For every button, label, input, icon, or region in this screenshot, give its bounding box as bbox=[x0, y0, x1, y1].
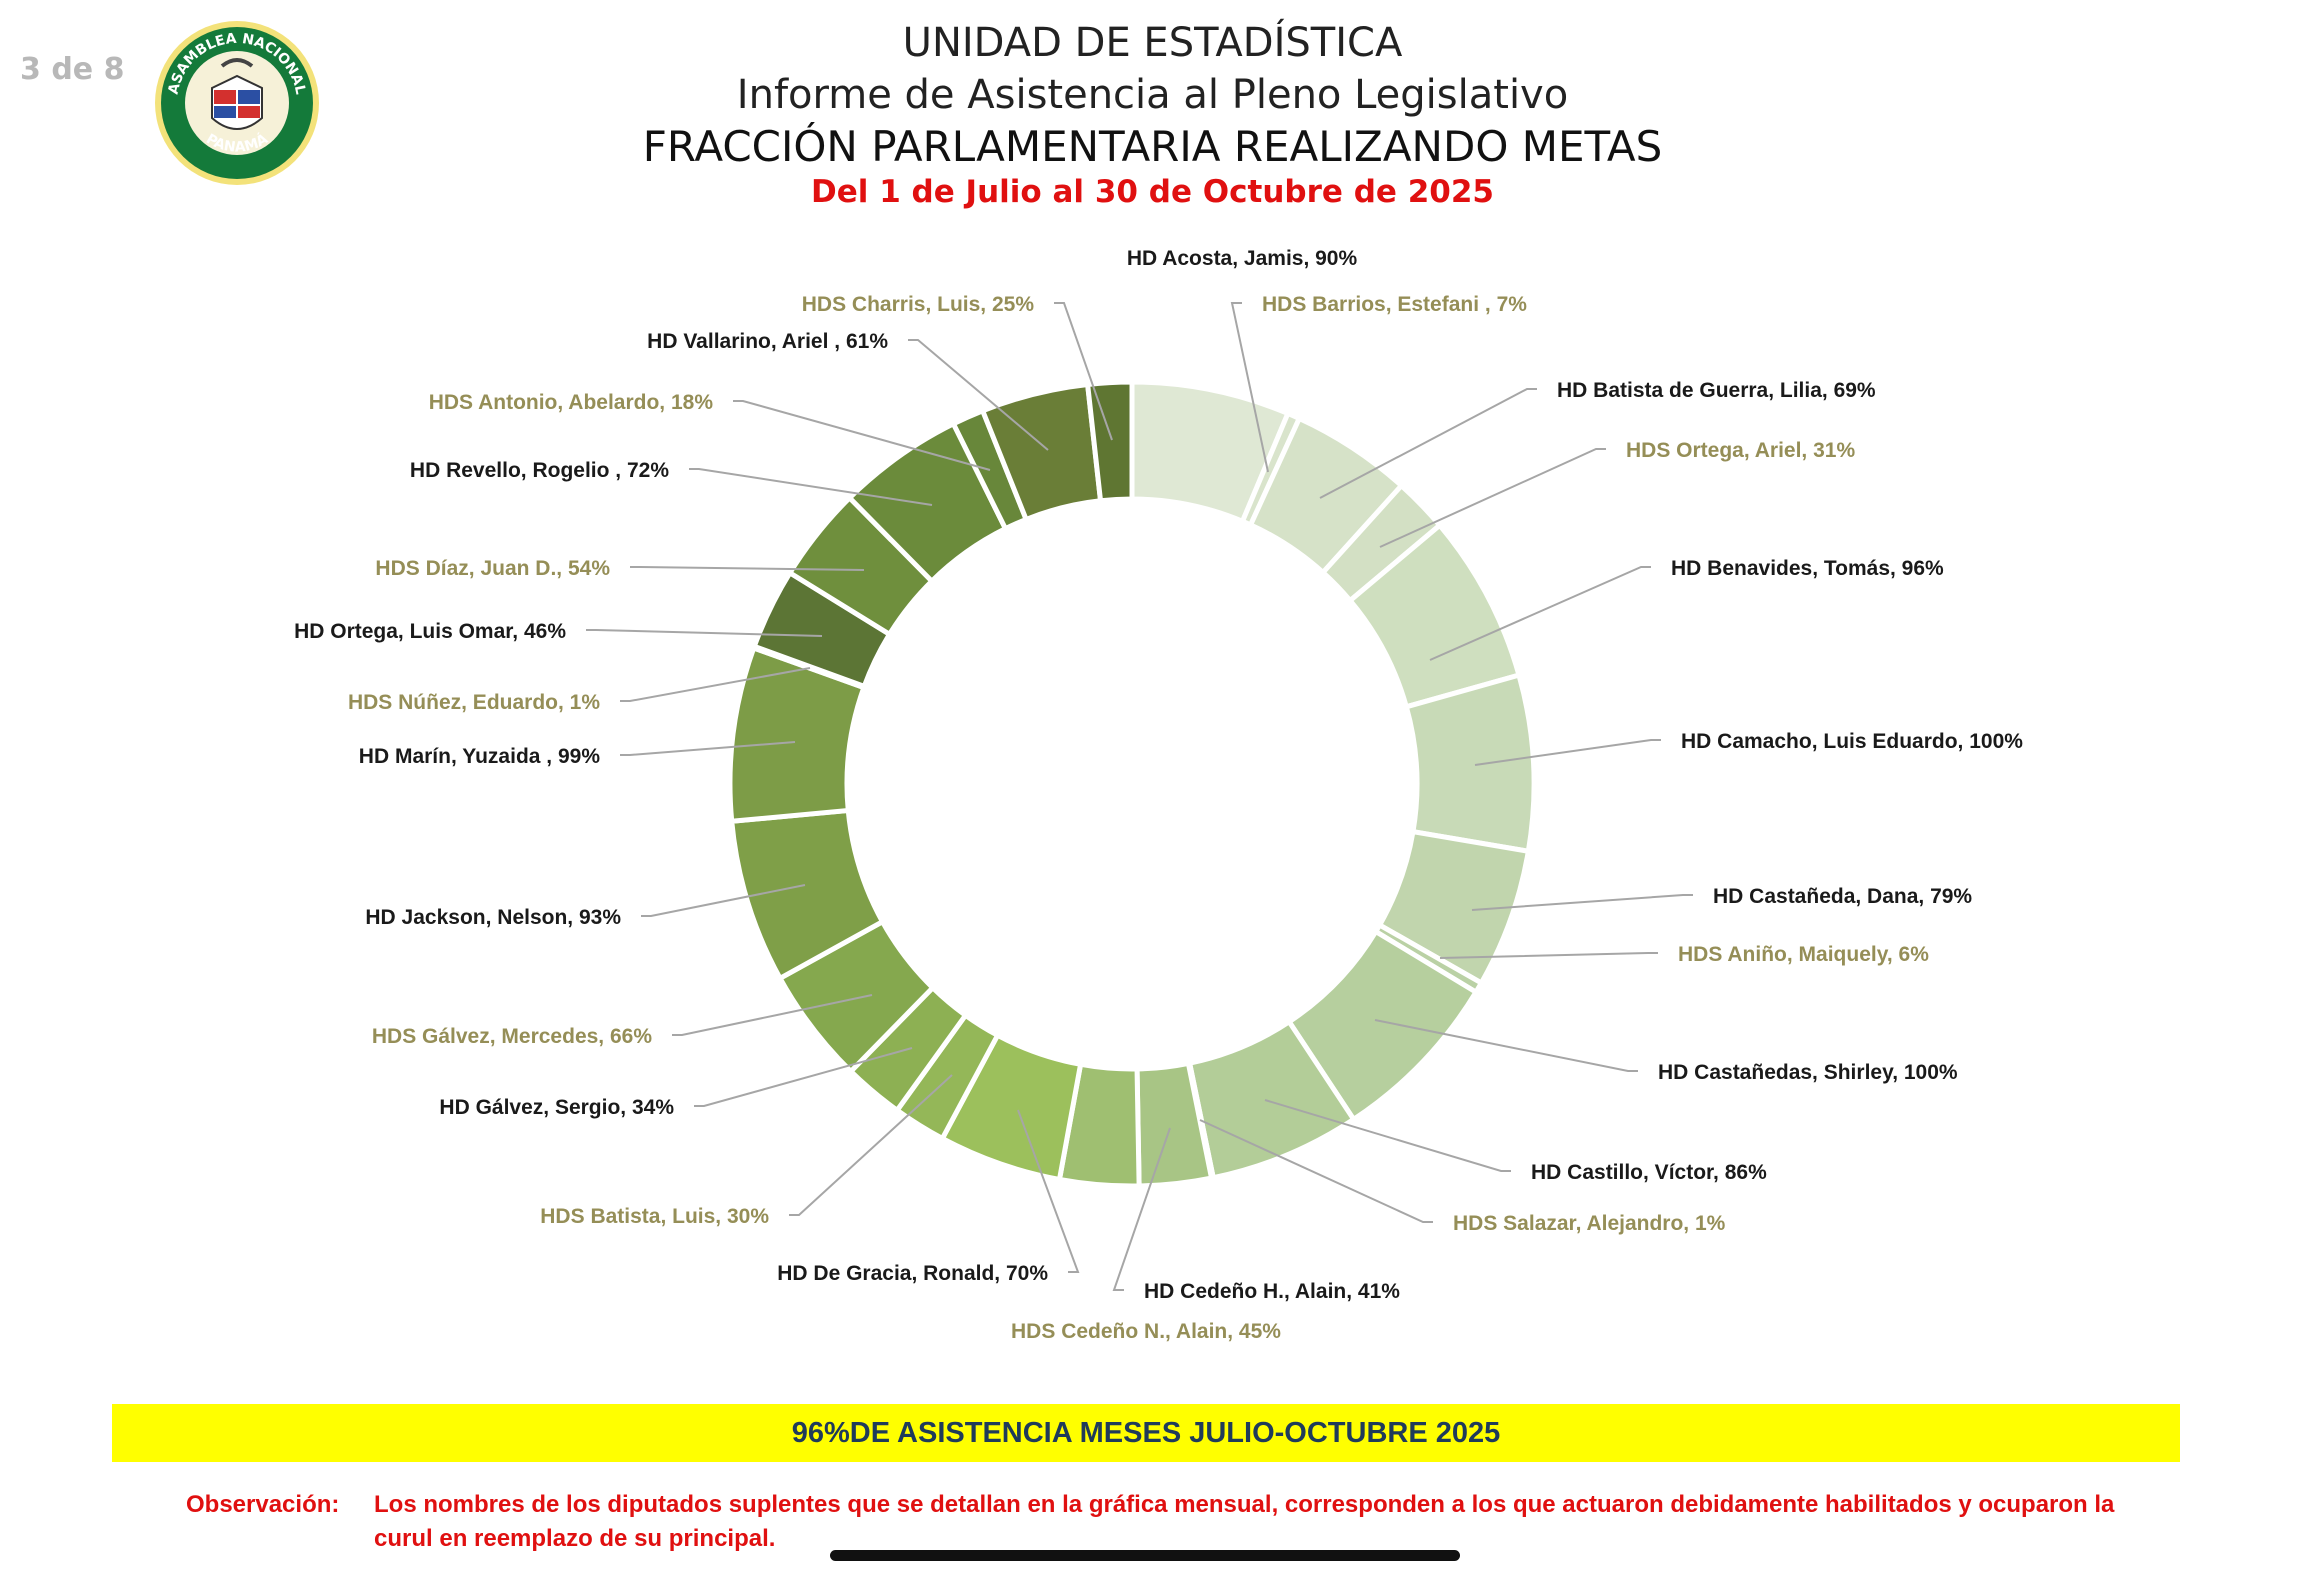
chart-data-label: HD Castillo, Víctor, 86% bbox=[1531, 1161, 1767, 1184]
report-subtitle: Informe de Asistencia al Pleno Legislati… bbox=[736, 72, 1569, 118]
chart-leader-line bbox=[1429, 566, 1651, 661]
chart-data-label: HD Vallarino, Ariel , 61% bbox=[647, 330, 888, 353]
attendance-summary-banner: 96%DE ASISTENCIA MESES JULIO-OCTUBRE 202… bbox=[112, 1404, 2180, 1462]
chart-data-label: HDS Aniño, Maiquely, 6% bbox=[1678, 943, 1929, 966]
chart-data-label: HD Castañedas, Shirley, 100% bbox=[1658, 1061, 1958, 1084]
report-unit-title: UNIDAD DE ESTADÍSTICA bbox=[902, 20, 1403, 66]
report-fraction-title: FRACCIÓN PARLAMENTARIA REALIZANDO METAS bbox=[642, 122, 1663, 171]
chart-data-label: HDS Ortega, Ariel, 31% bbox=[1626, 439, 1855, 462]
chart-leader-line bbox=[694, 1047, 913, 1107]
chart-slice bbox=[1403, 672, 1537, 855]
chart-data-label: HDS Cedeño N., Alain, 45% bbox=[1011, 1320, 1281, 1343]
chart-data-label: HD Gálvez, Sergio, 34% bbox=[439, 1096, 674, 1119]
chart-leader-line bbox=[630, 566, 865, 571]
chart-data-label: HDS Batista, Luis, 30% bbox=[540, 1205, 769, 1228]
home-indicator-bar[interactable] bbox=[830, 1550, 1460, 1561]
chart-data-label: HD Castañeda, Dana, 79% bbox=[1713, 885, 1972, 908]
chart-data-label: HD Camacho, Luis Eduardo, 100% bbox=[1681, 730, 2023, 753]
asamblea-nacional-seal: ASAMBLEA NACIONAL PANAMÁ bbox=[155, 21, 319, 185]
chart-data-label: HDS Salazar, Alejandro, 1% bbox=[1453, 1212, 1726, 1235]
chart-data-label: HD Acosta, Jamis, 90% bbox=[1127, 247, 1358, 270]
chart-data-label: HD Benavides, Tomás, 96% bbox=[1671, 557, 1944, 580]
observation-note: Observación: Los nombres de los diputado… bbox=[186, 1488, 2126, 1556]
chart-leader-line bbox=[1230, 302, 1269, 473]
chart-data-label: HD Marín, Yuzaida , 99% bbox=[359, 745, 601, 768]
chart-data-label: HDS Gálvez, Mercedes, 66% bbox=[372, 1025, 652, 1048]
chart-leader-line bbox=[689, 468, 933, 506]
page-indicator: 3 de 8 bbox=[20, 52, 125, 87]
chart-leader-line bbox=[1379, 448, 1606, 548]
chart-leader-line bbox=[1112, 1127, 1171, 1291]
chart-slice bbox=[1084, 379, 1135, 504]
chart-data-label: HDS Antonio, Abelardo, 18% bbox=[429, 391, 714, 414]
chart-data-label: HDS Charris, Luis, 25% bbox=[802, 293, 1035, 316]
attendance-summary-text: 96%DE ASISTENCIA MESES JULIO-OCTUBRE 202… bbox=[791, 1416, 1501, 1449]
chart-leader-line bbox=[620, 741, 796, 756]
chart-data-label: HDS Núñez, Eduardo, 1% bbox=[348, 691, 600, 714]
chart-leader-line bbox=[733, 400, 991, 471]
chart-leader-line bbox=[1439, 952, 1658, 959]
chart-data-label: HD Ortega, Luis Omar, 46% bbox=[294, 620, 566, 643]
chart-leader-line bbox=[908, 339, 1049, 451]
chart-leader-line bbox=[620, 667, 811, 702]
chart-data-label: HD Batista de Guerra, Lilia, 69% bbox=[1557, 379, 1876, 402]
chart-data-label: HD Revello, Rogelio , 72% bbox=[410, 459, 669, 482]
chart-data-label: HDS Barrios, Estefani , 7% bbox=[1262, 293, 1527, 316]
chart-leader-line bbox=[1054, 302, 1113, 441]
chart-data-label: HD De Gracia, Ronald, 70% bbox=[777, 1262, 1048, 1285]
chart-leader-line bbox=[672, 994, 873, 1036]
chart-leader-line bbox=[1199, 1119, 1433, 1223]
chart-leader-line bbox=[586, 629, 823, 637]
chart-leader-line bbox=[1374, 1019, 1638, 1072]
chart-leader-line bbox=[789, 1074, 953, 1216]
chart-data-label: HD Jackson, Nelson, 93% bbox=[365, 906, 621, 929]
chart-leader-line bbox=[1471, 894, 1693, 911]
chart-leader-line bbox=[1017, 1109, 1080, 1273]
chart-data-label: HD Cedeño H., Alain, 41% bbox=[1144, 1280, 1400, 1303]
report-period: Del 1 de Julio al 30 de Octubre de 2025 bbox=[811, 174, 1494, 210]
observation-label: Observación: bbox=[186, 1491, 340, 1518]
chart-leader-line bbox=[1474, 739, 1661, 766]
chart-leader-line bbox=[1264, 1099, 1511, 1172]
attendance-doughnut-chart: HD Acosta, Jamis, 90% HDS Barrios, Estefa… bbox=[294, 247, 2023, 1343]
chart-leader-line bbox=[641, 884, 806, 917]
chart-leader-line bbox=[1319, 388, 1537, 499]
observation-text: Los nombres de los diputados suplentes q… bbox=[374, 1491, 2115, 1552]
chart-data-label: HDS Díaz, Juan D., 54% bbox=[375, 557, 610, 580]
